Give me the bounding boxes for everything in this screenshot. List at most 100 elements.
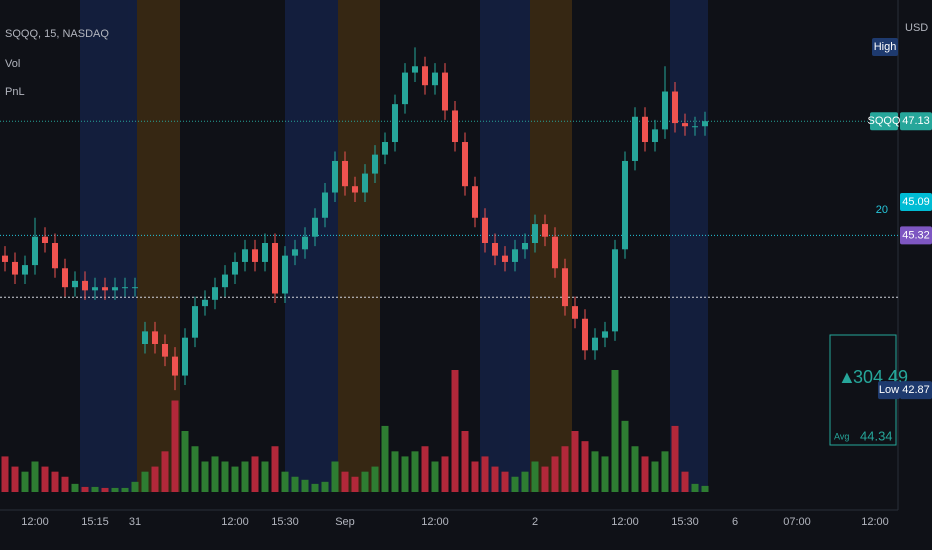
candle-body (492, 243, 498, 256)
last-price: 47.13 (902, 115, 930, 127)
volume-bar (681, 471, 689, 492)
volume-bar (301, 479, 309, 492)
high-tag: High (874, 41, 897, 53)
band (480, 0, 530, 492)
volume-bar (41, 466, 49, 492)
volume-bar (281, 471, 289, 492)
candle-body (662, 91, 668, 130)
candle-body (122, 287, 128, 289)
candle-body (172, 356, 178, 376)
low-tag: Low (879, 384, 899, 396)
candle-body (302, 236, 308, 250)
candle-body (402, 72, 408, 105)
volume-bar (61, 476, 69, 492)
volume-bar (621, 420, 629, 492)
legend-vol: Vol (5, 58, 20, 70)
volume-bar (581, 441, 589, 492)
candle-body (32, 236, 38, 266)
avg-value: 44.34 (860, 428, 893, 443)
volume-bar (421, 446, 429, 492)
candle-body (392, 104, 398, 143)
candle-body (202, 299, 208, 307)
x-tick-label: Sep (335, 516, 355, 528)
volume-bar (491, 466, 499, 492)
indicator-price-bg (900, 193, 932, 211)
candle-body (692, 126, 698, 128)
candle-body (672, 91, 678, 124)
avg-entry-price-bg (900, 226, 932, 245)
x-tick-label: 07:00 (783, 516, 811, 528)
volume-bar (611, 370, 619, 492)
avg-entry-price: 45.32 (902, 229, 930, 241)
volume-bar (141, 471, 149, 492)
volume-bar (221, 461, 229, 492)
candle-body (82, 280, 88, 291)
volume-bar (231, 466, 239, 492)
volume-bar (661, 451, 669, 492)
candle-body (482, 217, 488, 244)
volume-bar (201, 461, 209, 492)
candle-body (462, 142, 468, 187)
avg-label: Avg (834, 431, 849, 441)
candle-body (182, 337, 188, 376)
volume-bar (601, 456, 609, 492)
volume-bar (551, 456, 559, 492)
x-tick-label: 12:00 (221, 516, 249, 528)
session-bands (80, 0, 708, 492)
band (80, 0, 137, 492)
volume-bar (441, 456, 449, 492)
candle-body (572, 306, 578, 319)
volume-bar (641, 456, 649, 492)
candle-body (632, 116, 638, 161)
volume-bar (431, 461, 439, 492)
volume-bar (671, 425, 679, 492)
volume-bar (1, 456, 9, 492)
volume-bar (11, 466, 19, 492)
volume-bar (121, 487, 129, 492)
volume-bar (21, 471, 29, 492)
volume-bar (381, 425, 389, 492)
candle-body (222, 274, 228, 288)
candle-body (92, 287, 98, 291)
volume-bar (471, 461, 479, 492)
volume-bar (271, 446, 279, 492)
legend-pnl: PnL (5, 86, 25, 98)
volume-bar (91, 486, 99, 492)
candle-body (62, 268, 68, 288)
candle-body (292, 249, 298, 256)
volume-bar (111, 487, 119, 492)
candle-body (252, 249, 258, 262)
candle-body (232, 261, 238, 275)
candle-body (132, 287, 138, 289)
x-tick-label: 31 (129, 516, 141, 528)
candle-body (52, 243, 58, 269)
x-tick-label: 12:00 (21, 516, 49, 528)
volume-bar (81, 486, 89, 492)
currency: USD (905, 22, 928, 34)
candle-body (552, 236, 558, 269)
volume-bar (181, 431, 189, 492)
candle-body (432, 72, 438, 86)
last-price-bg (900, 112, 932, 131)
candle-body (42, 236, 48, 244)
candle-body (612, 249, 618, 332)
volume-bar (461, 431, 469, 492)
x-tick-label: 12:00 (861, 516, 889, 528)
candle-body (522, 243, 528, 250)
volume-bar (51, 471, 59, 492)
volume-bar (31, 461, 39, 492)
band (338, 0, 380, 492)
x-tick-label: 12:00 (421, 516, 449, 528)
symbol-tag: SQQQ (867, 115, 900, 127)
indicator-price: 45.09 (902, 196, 930, 208)
low-price: 42.87 (902, 384, 930, 396)
band (530, 0, 572, 492)
x-tick-label: 15:30 (671, 516, 699, 528)
volume-bar (331, 461, 339, 492)
volume-bar (521, 471, 529, 492)
volume-bar (591, 451, 599, 492)
volume-bar (171, 400, 179, 492)
candle-body (212, 287, 218, 300)
x-tick-label: 15:15 (81, 516, 109, 528)
